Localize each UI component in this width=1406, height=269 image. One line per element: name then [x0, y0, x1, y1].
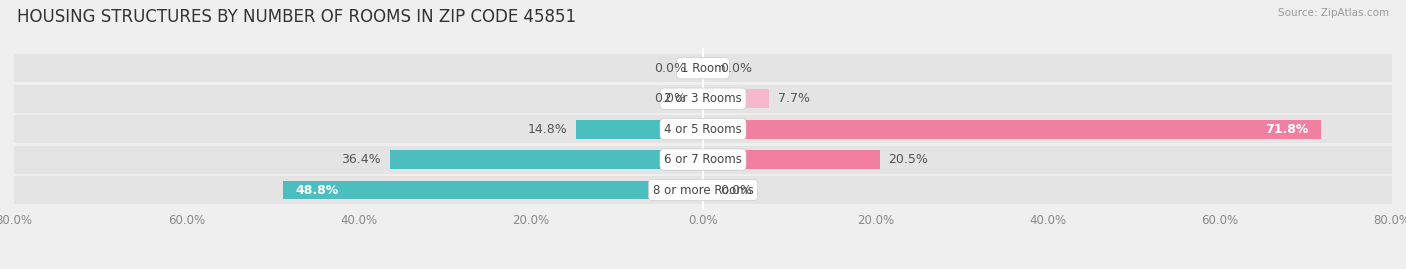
Text: 0.0%: 0.0%: [720, 62, 752, 75]
Text: 36.4%: 36.4%: [342, 153, 381, 166]
Text: Source: ZipAtlas.com: Source: ZipAtlas.com: [1278, 8, 1389, 18]
Text: 7.7%: 7.7%: [778, 92, 810, 105]
Text: 71.8%: 71.8%: [1265, 123, 1309, 136]
Bar: [14, 146, 1392, 174]
Bar: [575, 120, 703, 139]
Text: 0.0%: 0.0%: [654, 62, 686, 75]
Text: 48.8%: 48.8%: [295, 183, 339, 197]
Bar: [14, 115, 1392, 143]
Bar: [283, 180, 703, 200]
Text: 14.8%: 14.8%: [527, 123, 567, 136]
Text: 0.0%: 0.0%: [720, 183, 752, 197]
Text: 6 or 7 Rooms: 6 or 7 Rooms: [664, 153, 742, 166]
Bar: [14, 176, 1392, 204]
Bar: [703, 150, 880, 169]
Text: 1 Room: 1 Room: [681, 62, 725, 75]
Text: 0.0%: 0.0%: [654, 92, 686, 105]
Bar: [14, 85, 1392, 113]
Bar: [389, 150, 703, 169]
Text: HOUSING STRUCTURES BY NUMBER OF ROOMS IN ZIP CODE 45851: HOUSING STRUCTURES BY NUMBER OF ROOMS IN…: [17, 8, 576, 26]
Text: 2 or 3 Rooms: 2 or 3 Rooms: [664, 92, 742, 105]
Bar: [703, 89, 769, 108]
Bar: [14, 54, 1392, 82]
Bar: [703, 120, 1322, 139]
Text: 8 or more Rooms: 8 or more Rooms: [652, 183, 754, 197]
Text: 20.5%: 20.5%: [889, 153, 928, 166]
Text: 4 or 5 Rooms: 4 or 5 Rooms: [664, 123, 742, 136]
